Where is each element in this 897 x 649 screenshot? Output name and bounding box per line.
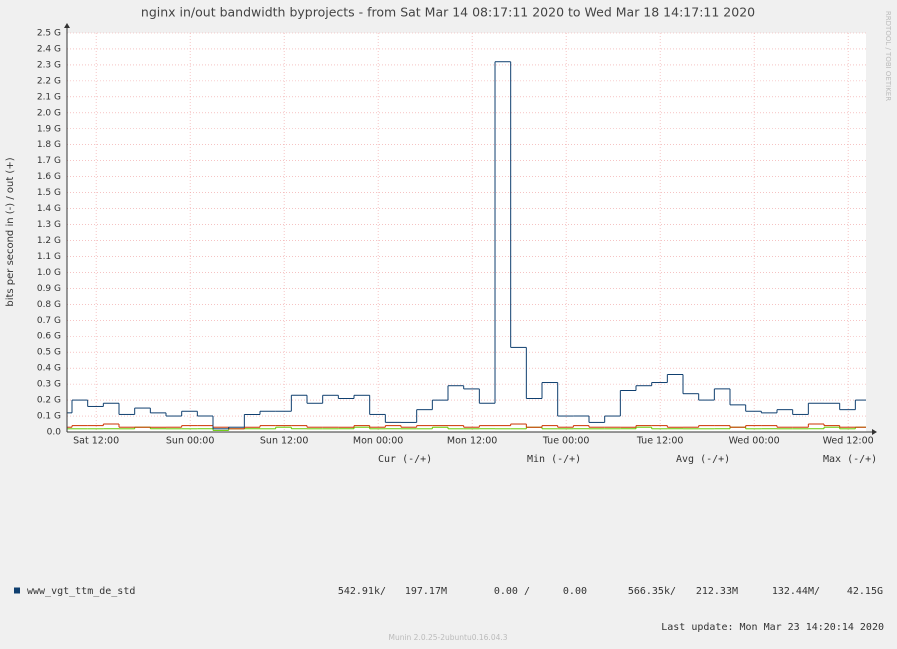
y-tick-label: 0.1 G bbox=[37, 412, 61, 422]
y-tick-label: 0.5 G bbox=[37, 348, 61, 358]
last-update: Last update: Mon Mar 23 14:20:14 2020 bbox=[661, 622, 884, 633]
x-tick-label: Wed 12:00 bbox=[823, 436, 874, 447]
stats-header: Avg (-/+) bbox=[676, 454, 730, 465]
x-tick-label: Sat 12:00 bbox=[73, 436, 119, 447]
y-tick-label: 1.6 G bbox=[37, 172, 61, 182]
stats-cell: 542.91k/ bbox=[338, 586, 386, 597]
y-tick-label: 0.9 G bbox=[37, 284, 61, 294]
y-tick-label: 2.0 G bbox=[37, 108, 61, 118]
y-tick-label: 2.5 G bbox=[37, 29, 61, 39]
x-axis-arrow bbox=[872, 429, 877, 435]
watermark: RRDTOOL / TOBI OETIKER bbox=[884, 11, 892, 101]
x-tick-label: Sun 00:00 bbox=[166, 436, 214, 447]
y-axis-label: bits per second in (-) / out (+) bbox=[5, 157, 16, 306]
y-tick-label: 1.8 G bbox=[37, 140, 61, 150]
x-tick-label: Tue 12:00 bbox=[636, 436, 684, 447]
stats-cell: 212.33M bbox=[696, 586, 738, 597]
stats-cell: 0.00 / bbox=[494, 586, 530, 597]
y-tick-label: 2.4 G bbox=[37, 44, 61, 54]
chart-title: nginx in/out bandwidth byprojects - from… bbox=[141, 5, 755, 20]
y-axis-arrow bbox=[64, 23, 70, 28]
y-tick-label: 2.1 G bbox=[37, 92, 61, 102]
stats-cell: 132.44M/ bbox=[772, 586, 820, 597]
legend: Cur (-/+) Min (-/+) Avg (-/+) Max (-/+) www_… bbox=[14, 454, 883, 597]
y-tick-label: 1.3 G bbox=[37, 220, 61, 230]
stats-cell: 197.17M bbox=[405, 586, 447, 597]
x-tick-label: Sun 12:00 bbox=[260, 436, 308, 447]
x-tick-label: Mon 12:00 bbox=[447, 436, 497, 447]
y-tick-label: 0.7 G bbox=[37, 316, 61, 326]
legend-label: www_vgt_ttm_de_std bbox=[27, 586, 135, 597]
y-tick-label: 0.0 bbox=[47, 428, 62, 438]
y-tick-label: 1.7 G bbox=[37, 156, 61, 166]
y-tick-label: 0.8 G bbox=[37, 300, 61, 310]
stats-header: Cur (-/+) bbox=[378, 454, 432, 465]
marks bbox=[67, 61, 866, 431]
y-tick-label: 1.2 G bbox=[37, 236, 61, 246]
stats-cell: 42.15G bbox=[847, 586, 883, 597]
y-tick-label: 1.5 G bbox=[37, 188, 61, 198]
y-tick-label: 1.0 G bbox=[37, 268, 61, 278]
x-tick-label: Mon 00:00 bbox=[353, 436, 403, 447]
stats-header: Max (-/+) bbox=[823, 454, 877, 465]
y-tick-label: 0.3 G bbox=[37, 380, 61, 390]
y-tick-label: 2.2 G bbox=[37, 76, 61, 86]
y-tick-label: 0.2 G bbox=[37, 396, 61, 406]
y-tick-label: 1.9 G bbox=[37, 124, 61, 134]
stats-cell: 566.35k/ bbox=[628, 586, 676, 597]
plot-area bbox=[67, 33, 866, 432]
y-tick-label: 0.4 G bbox=[37, 364, 61, 374]
y-tick-label: 1.1 G bbox=[37, 252, 61, 262]
footer: Munin 2.0.25-2ubuntu0.16.04.3 bbox=[388, 633, 507, 642]
y-tick-label: 0.6 G bbox=[37, 332, 61, 342]
stats-cell: 0.00 bbox=[563, 586, 587, 597]
y-tick-label: 1.4 G bbox=[37, 204, 61, 214]
grid bbox=[67, 32, 866, 433]
legend-swatch bbox=[14, 587, 20, 594]
x-tick-label: Wed 00:00 bbox=[729, 436, 780, 447]
x-tick-label: Tue 00:00 bbox=[542, 436, 590, 447]
stats-header: Min (-/+) bbox=[527, 454, 581, 465]
y-tick-label: 2.3 G bbox=[37, 60, 61, 70]
